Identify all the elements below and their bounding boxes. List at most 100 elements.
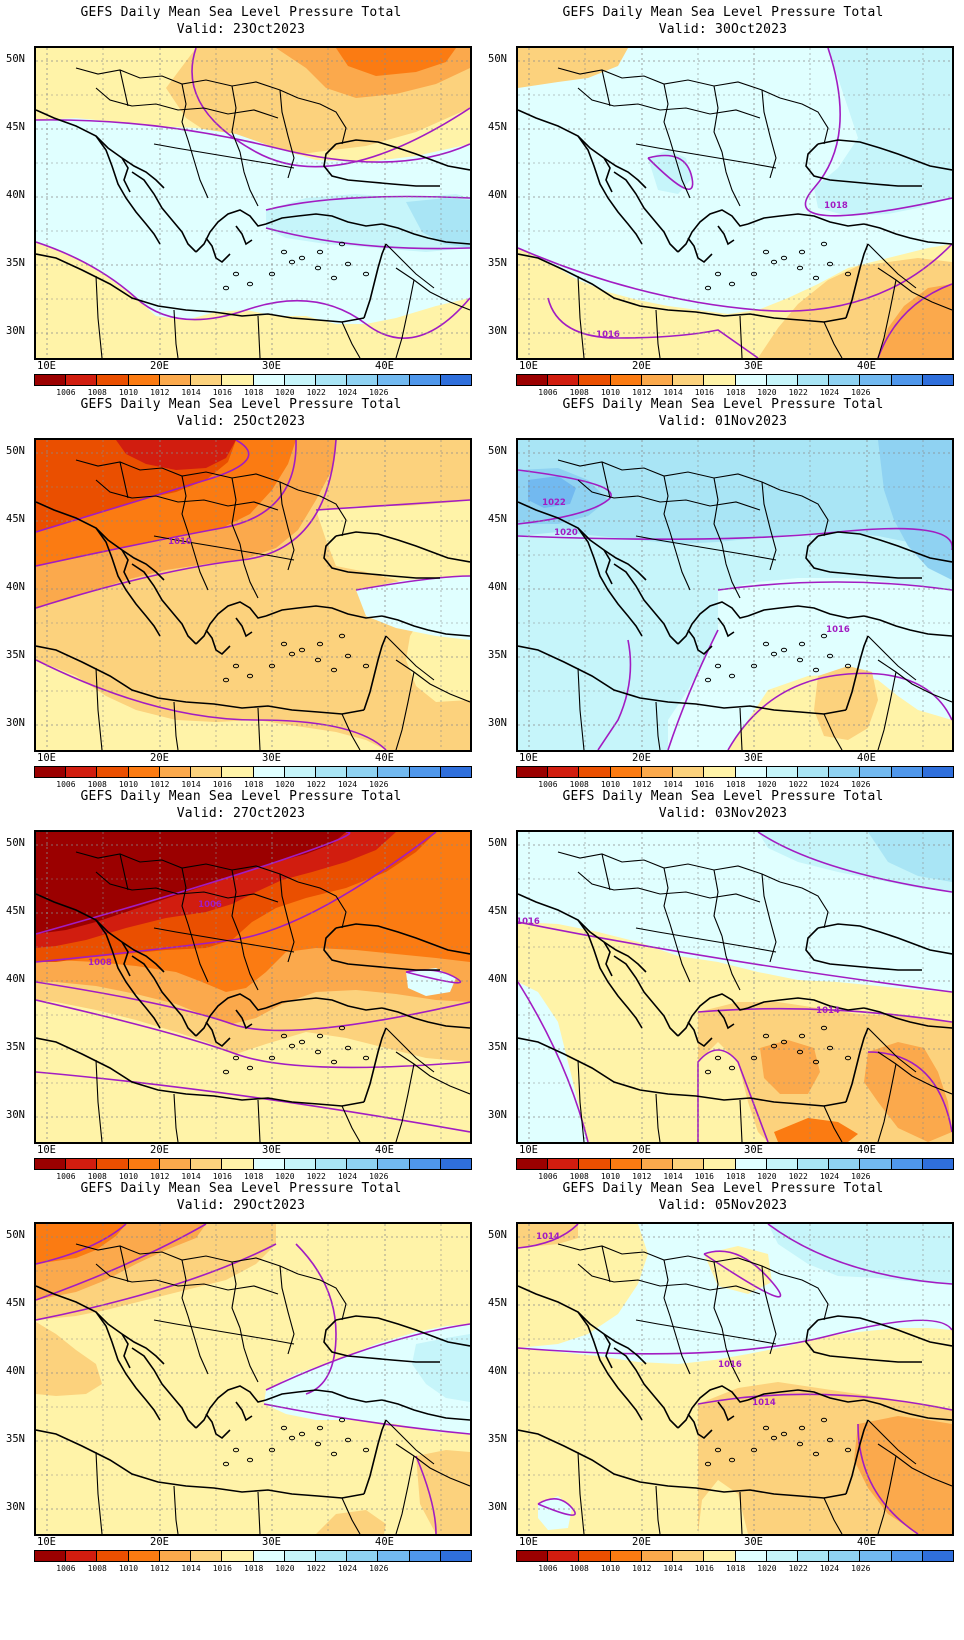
country-border: [385, 1027, 435, 1073]
coastline: [95, 1311, 161, 1421]
latitude-tick-label: 30N: [6, 325, 25, 337]
colorbar-label: 1010: [118, 1172, 139, 1181]
island: [316, 641, 324, 647]
country-border: [95, 1451, 103, 1534]
colorbar-swatch: [191, 1551, 223, 1561]
colorbar-label: 1014: [663, 1172, 683, 1181]
isobar-line: [667, 629, 719, 750]
isobar-line: [295, 1243, 337, 1395]
colorbar-label: 1012: [150, 1172, 170, 1181]
country-border: [761, 1265, 777, 1355]
country-border: [119, 1245, 129, 1283]
island: [362, 1447, 370, 1453]
latitude-tick-label: 50N: [488, 445, 507, 457]
colorbar-label: 1024: [819, 1564, 840, 1573]
coastline: [845, 635, 869, 711]
coastline: [747, 213, 865, 227]
panel-title: GEFS Daily Mean Sea Level Pressure Total: [562, 397, 884, 412]
island: [826, 653, 834, 659]
colorbar-label: 1016: [694, 1172, 714, 1181]
latitude-tick-label: 35N: [6, 1433, 25, 1445]
coastline: [36, 109, 165, 189]
pressure-band: [116, 440, 236, 470]
colorbar-label: 1022: [788, 1564, 808, 1573]
colorbar-label: 1018: [726, 388, 746, 397]
latitude-tick-label: 50N: [6, 837, 25, 849]
coastline: [235, 1401, 253, 1422]
colorbar-swatch: [891, 375, 923, 385]
panel-title: GEFS Daily Mean Sea Level Pressure Total: [562, 1181, 884, 1196]
coastline: [335, 923, 470, 955]
coastline: [518, 893, 647, 973]
coastline: [863, 1399, 952, 1421]
colorbar-swatch: [97, 375, 129, 385]
isobar-line: [647, 154, 694, 190]
island: [268, 1447, 276, 1453]
colorbar-label: 1006: [56, 780, 76, 789]
colorbar-swatch: [35, 1551, 67, 1561]
pressure-band: [316, 1510, 386, 1534]
country-border: [669, 1315, 691, 1375]
coastline: [577, 1311, 643, 1421]
colorbar-swatch: [579, 1551, 611, 1561]
panel-valid-date: Valid: 01Nov2023: [658, 414, 788, 429]
country-border: [635, 927, 777, 953]
country-border: [181, 1259, 189, 1317]
island: [762, 641, 770, 647]
colorbar-swatch: [159, 1159, 192, 1169]
colorbar-label: 1020: [275, 780, 295, 789]
coastline: [717, 617, 735, 638]
country-border: [95, 479, 279, 511]
colorbar-swatch: [97, 767, 129, 777]
longitude-tick-label: 40E: [375, 360, 394, 372]
country-border: [119, 461, 129, 499]
panel-valid-date: Valid: 30Oct2023: [658, 22, 788, 37]
country-border: [877, 1443, 952, 1487]
island: [844, 271, 852, 277]
country-border: [95, 667, 103, 750]
longitude-tick-label: 30E: [262, 360, 281, 372]
colorbar-swatch: [517, 1159, 549, 1169]
contour-label: 1016: [826, 625, 850, 635]
coastline: [613, 955, 679, 1037]
colorbar-label: 1016: [212, 388, 232, 397]
coastline: [265, 213, 383, 227]
isobar-line: [36, 440, 250, 533]
coastline: [518, 1037, 847, 1107]
colorbar-swatch: [922, 375, 954, 385]
island: [812, 275, 820, 281]
coastline: [131, 171, 197, 253]
island: [812, 1451, 820, 1457]
colorbar: [516, 1158, 954, 1170]
longitude-tick-label: 40E: [857, 1536, 876, 1548]
coastline: [95, 527, 161, 637]
coastline: [131, 1347, 197, 1429]
colorbar-swatch: [347, 1551, 379, 1561]
colorbar-swatch: [860, 375, 892, 385]
latitude-tick-label: 30N: [488, 717, 507, 729]
island: [826, 261, 834, 267]
isobar-line: [36, 832, 351, 935]
coastline: [717, 1401, 735, 1422]
colorbar-label: 1012: [150, 388, 170, 397]
country-border: [877, 1051, 952, 1095]
island: [316, 1033, 324, 1039]
country-border: [635, 143, 777, 169]
panel-valid-date: Valid: 27Oct2023: [176, 806, 306, 821]
colorbar-label: 1012: [632, 780, 652, 789]
coastline: [747, 1389, 865, 1403]
colorbar-label: 1020: [275, 1172, 295, 1181]
country-border: [385, 1419, 435, 1465]
island: [344, 261, 352, 267]
island: [288, 651, 296, 657]
island: [222, 677, 230, 683]
coastline: [235, 225, 253, 246]
isobar-line: [597, 639, 632, 750]
country-border: [279, 1265, 295, 1355]
country-border: [395, 1063, 415, 1142]
contour-label: 1014: [816, 1006, 840, 1016]
pressure-map: 1016 1014: [516, 830, 954, 1144]
pressure-map-svg: 1006 1008: [36, 832, 470, 1142]
country-border: [239, 151, 259, 207]
island: [704, 677, 712, 683]
